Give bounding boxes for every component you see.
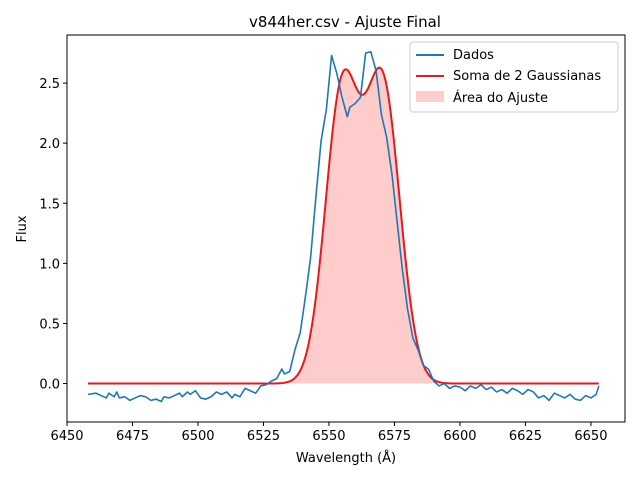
legend-label-dados: Dados <box>453 48 494 63</box>
fit-area <box>87 67 599 384</box>
x-tick-label: 6450 <box>50 429 83 444</box>
x-axis-label: Wavelength (Å) <box>296 450 396 466</box>
x-tick-label: 6550 <box>312 429 345 444</box>
y-tick-label: 1.5 <box>39 197 60 212</box>
plot-frame <box>66 34 626 423</box>
chart-title: v844her.csv - Ajuste Final <box>249 13 441 31</box>
y-tick-label: 0.0 <box>39 378 60 393</box>
y-tick-label: 2.5 <box>39 77 60 92</box>
legend-swatch-area <box>416 91 444 102</box>
x-tick-label: 6600 <box>443 429 476 444</box>
y-axis: 0.0 0.5 1.0 1.5 2.0 2.5 <box>39 77 67 393</box>
x-tick-label: 6500 <box>181 429 214 444</box>
plot-area <box>66 34 626 423</box>
legend-box <box>409 41 619 113</box>
y-tick-label: 2.0 <box>39 137 60 152</box>
x-axis: 6450 6475 6500 6525 6550 6575 6600 6625 6650 <box>50 422 607 444</box>
data-line-layer <box>87 51 600 403</box>
fit-curve <box>87 66 599 385</box>
fit-area-layer <box>87 67 599 384</box>
legend-label-fit: Soma de 2 Gaussianas <box>453 69 601 84</box>
legend-label-area: Área do Ajuste <box>453 90 548 106</box>
y-axis-label: Flux <box>15 215 30 242</box>
x-tick-label: 6625 <box>509 429 542 444</box>
y-tick-label: 0.5 <box>39 317 60 332</box>
data-line <box>87 51 600 403</box>
x-tick-label: 6475 <box>116 429 149 444</box>
x-tick-label: 6650 <box>574 429 607 444</box>
fit-curve-layer <box>87 66 599 385</box>
x-tick-label: 6525 <box>247 429 280 444</box>
legend: Dados Soma de 2 Gaussianas Área do Ajust… <box>409 41 619 113</box>
y-tick-label: 1.0 <box>39 257 60 272</box>
x-tick-label: 6575 <box>378 429 411 444</box>
